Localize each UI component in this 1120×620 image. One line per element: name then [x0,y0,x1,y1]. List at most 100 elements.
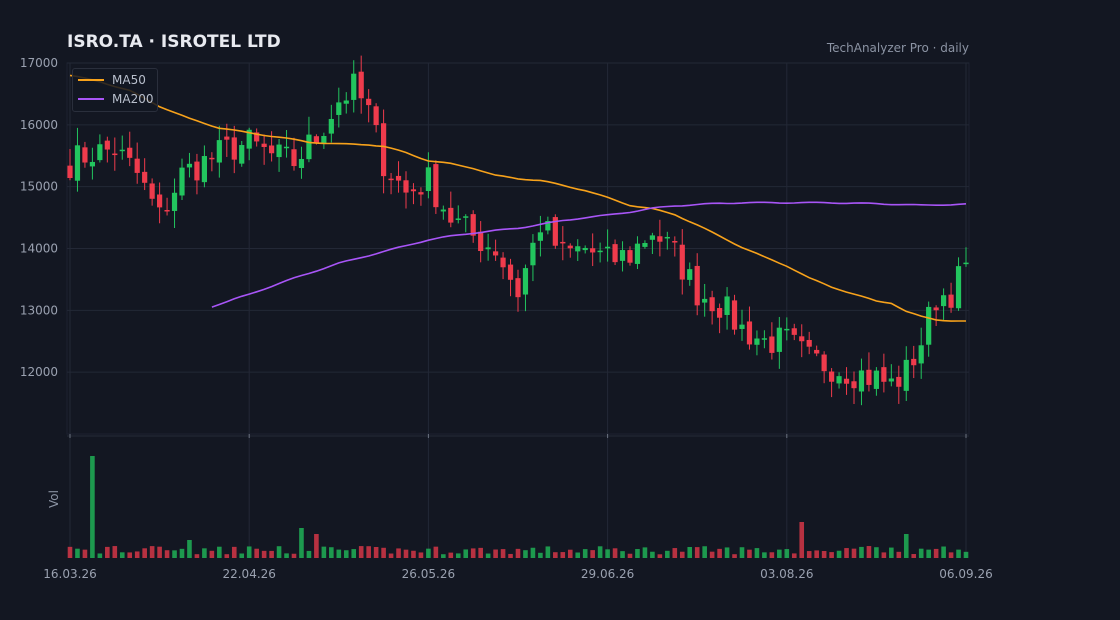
candle-body [806,339,812,347]
candle-body [829,371,835,382]
volume-bar [896,551,902,558]
candle-body [283,146,290,149]
volume-bar [530,547,536,558]
candle-body [470,214,476,236]
volume-bar [254,548,259,558]
price-tick-label: 12000 [20,365,58,379]
candle-body [276,144,282,158]
candle-body [791,328,797,335]
volume-bar [844,548,849,558]
volume-bar [859,546,864,558]
volume-bar [470,548,476,558]
volume-bar [105,546,110,558]
candle-body [851,381,857,389]
candle-body [515,278,521,298]
legend-swatch-ma50 [78,79,104,81]
volume-bar [172,550,177,558]
volume-bar [194,554,200,558]
candle-body [590,248,596,253]
candles [67,55,969,406]
candle-body [694,265,700,306]
volume-bar [709,551,715,558]
volume-bar [493,549,498,558]
volume-bar [299,528,304,558]
candle-body [381,123,387,177]
ma200-line [211,201,967,308]
volume-bar [881,552,887,558]
candle-body [67,165,73,179]
axes: 17000 16000 15000 14000 13000 12000 16.03.26 22… [20,56,993,581]
candle-body [395,175,402,181]
volume-bar [97,553,103,558]
candle-body [74,145,81,181]
volume-bar [67,546,73,558]
volume-axis-label: Vol [47,490,61,508]
volume-bar [157,546,162,558]
volume-bar [948,552,954,558]
candle-body [455,218,461,220]
volume-bar [956,549,961,558]
legend-label-ma200: MA200 [112,92,154,106]
volume-bar [538,552,543,558]
volume-bar [500,549,506,558]
volume-bar [403,549,409,558]
candle-body [194,161,200,181]
candle-body [761,338,767,340]
candle-body [522,268,529,295]
volume-bar [650,551,655,558]
date-tick-label: 22.04.26 [222,567,275,581]
candle-body [664,236,670,239]
volume-bar [866,546,872,558]
candle-body [567,245,573,249]
moving-averages [69,74,967,322]
candle-body [224,136,230,140]
candle-body [814,349,820,354]
candle-body [418,192,424,195]
volume-bar [926,549,931,558]
volume-bar [381,547,386,558]
volume-bar [791,553,797,558]
candle-body [216,140,222,163]
candle-body [186,163,193,168]
candle-body [866,369,872,385]
volume-bar [164,550,170,558]
volume-bar [612,548,618,558]
date-tick-label: 06.09.26 [939,567,992,581]
volume-bar [874,547,879,558]
date-tick-label: 16.03.26 [43,567,96,581]
candle-body [537,232,543,241]
volume-bar [411,550,416,558]
candle-body [425,167,431,192]
candle-body [687,269,693,280]
price-tick-label: 14000 [20,242,58,256]
volume-bar [889,547,894,558]
date-tick-label: 29.06.26 [581,567,634,581]
volume-bar [149,546,155,558]
candle-body [612,244,618,263]
candle-body [926,306,932,345]
candle-body [582,247,588,251]
volume-bar [441,554,446,558]
candle-body [605,246,611,249]
candle-body [955,266,962,309]
legend-label-ma50: MA50 [112,73,146,87]
volume-bar [523,550,528,558]
volume-bar [112,546,118,558]
candle-body [112,153,118,156]
candle-body [888,378,894,382]
volume-bar [291,553,297,558]
volume-bar [747,549,752,558]
volume-bar [329,547,334,558]
ma50-line [69,74,966,322]
candle-body [82,147,88,163]
candle-body [336,102,342,115]
volume-bar [560,552,566,558]
candle-body [433,164,439,208]
volume-bar [754,548,760,558]
volume-bar [575,552,581,558]
candle-body [918,345,924,364]
volume-bar [418,552,424,558]
candle-body [366,98,372,106]
volume-bar [179,548,185,558]
